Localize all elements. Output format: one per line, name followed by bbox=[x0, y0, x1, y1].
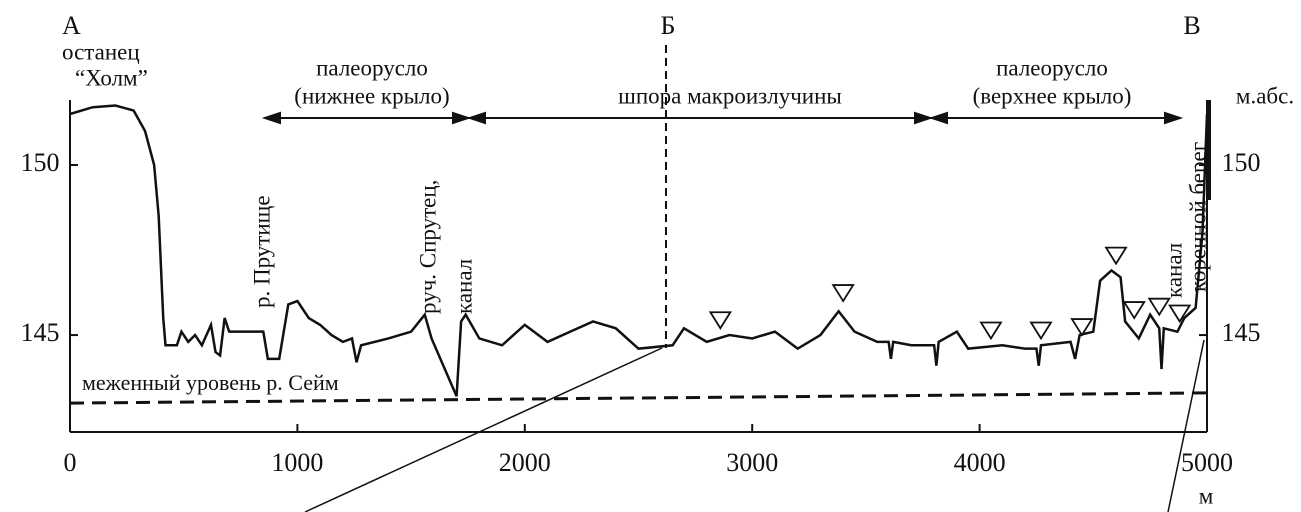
water-table-mark bbox=[1029, 321, 1053, 341]
layout bbox=[69, 45, 1211, 512]
annotation: руч. Спрутец, bbox=[415, 180, 440, 314]
annotation: шпора макроизлучины bbox=[618, 83, 842, 108]
annotation: В bbox=[1183, 11, 1200, 40]
y2-tick-label: 145 bbox=[1222, 318, 1261, 347]
annotation: Б bbox=[661, 11, 676, 40]
x-tick-label: 3000 bbox=[726, 448, 778, 477]
span-arrows bbox=[261, 111, 1184, 125]
annotation: палеорусло bbox=[996, 55, 1108, 80]
x-tick-label: 4000 bbox=[954, 448, 1006, 477]
water-level-line bbox=[69, 391, 1208, 405]
y2-label: м.абс. bbox=[1236, 83, 1294, 108]
annotation: останец bbox=[62, 39, 140, 64]
annotation: канал bbox=[1161, 243, 1186, 298]
water-table-mark bbox=[708, 311, 732, 330]
annotation: (верхнее крыло) bbox=[973, 83, 1132, 108]
profile-line bbox=[69, 104, 1209, 397]
annotation: “Холм” bbox=[75, 65, 148, 90]
x-tick-label: 0 bbox=[64, 448, 77, 477]
annotation: канал bbox=[451, 259, 476, 314]
cut-line bbox=[304, 347, 663, 512]
annotation: палеорусло bbox=[316, 55, 428, 80]
x-tick-label: 2000 bbox=[499, 448, 551, 477]
annotation: А bbox=[62, 11, 81, 40]
y-tick-label: 150 bbox=[21, 148, 60, 177]
annotation: р. Прутище bbox=[249, 195, 274, 308]
water-table-mark bbox=[1070, 318, 1094, 337]
x-tick-label: 5000 bbox=[1181, 448, 1233, 477]
water-table-mark bbox=[1147, 297, 1171, 317]
y-tick-label: 145 bbox=[21, 318, 60, 347]
x-tick-label: 1000 bbox=[271, 448, 323, 477]
water-table-mark bbox=[831, 284, 855, 303]
legend-label: меженный уровень р. Сейм bbox=[82, 370, 339, 395]
x-unit: м bbox=[1199, 483, 1214, 508]
annotation: (нижнее крыло) bbox=[294, 83, 449, 108]
y2-tick-label: 150 bbox=[1222, 148, 1261, 177]
water-table-mark bbox=[1168, 304, 1192, 324]
cut-line bbox=[1167, 339, 1205, 512]
water-table-mark bbox=[1104, 246, 1128, 266]
water-table-mark bbox=[979, 321, 1003, 341]
water-table-mark bbox=[1122, 301, 1146, 320]
